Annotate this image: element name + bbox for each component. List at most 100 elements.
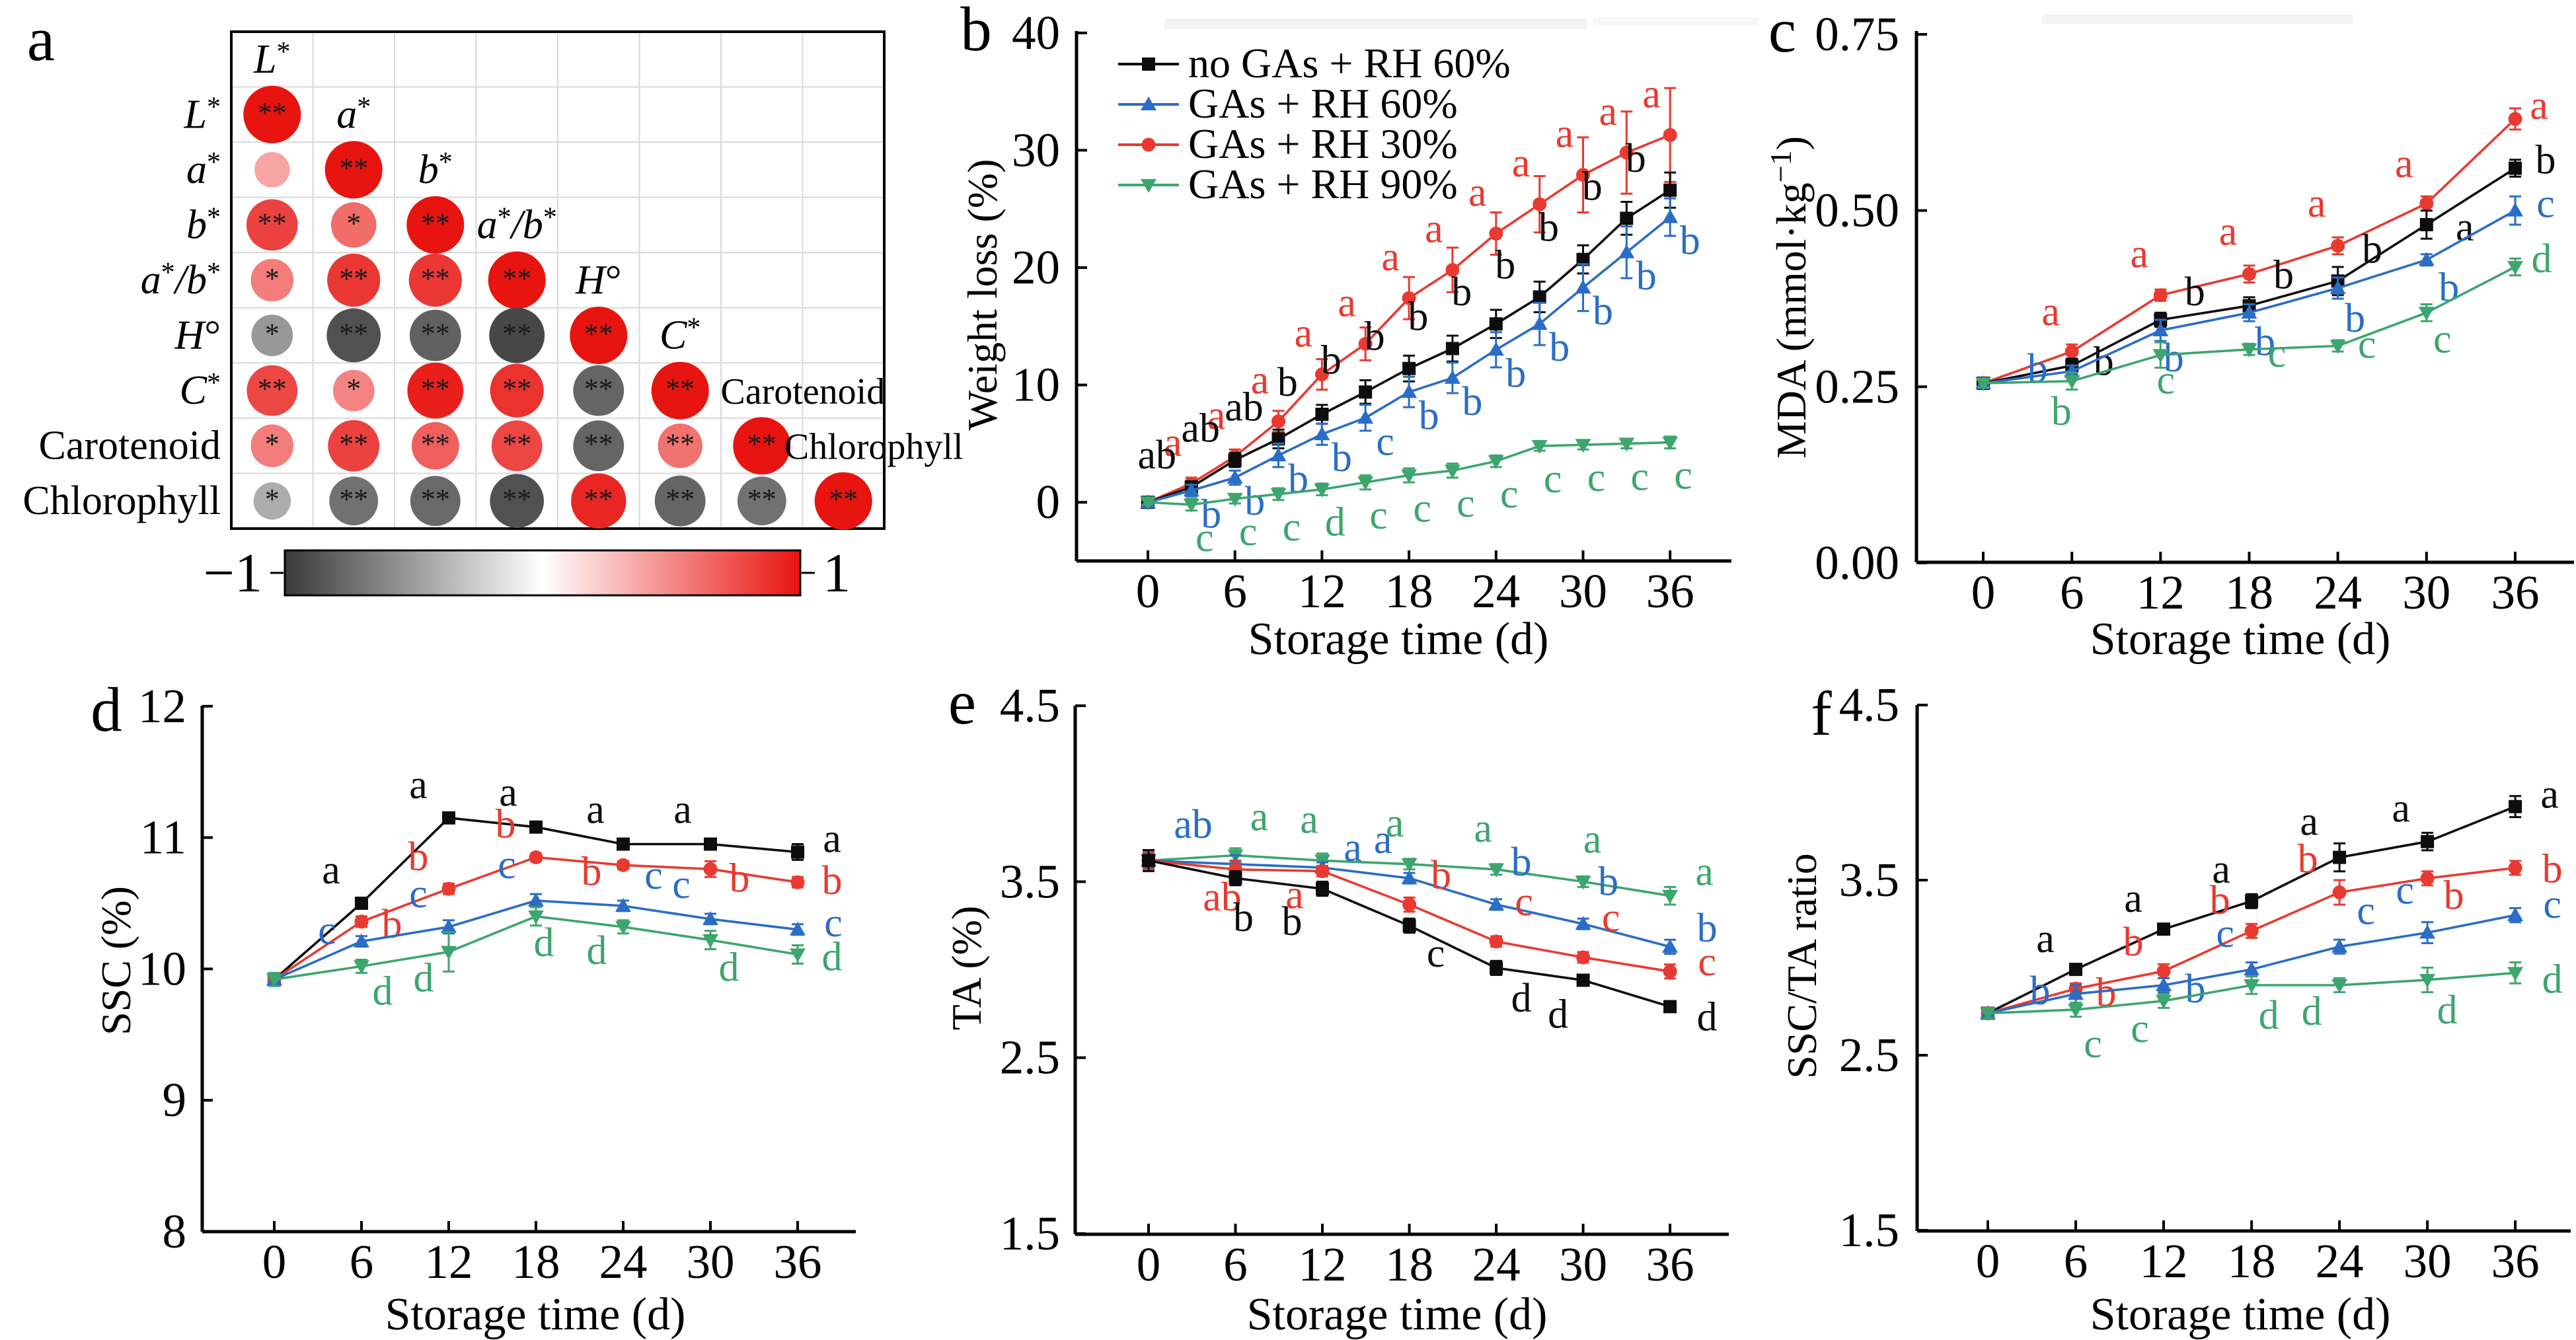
svg-text:GAs + RH 60%: GAs + RH 60%	[1188, 80, 1458, 127]
svg-text:**: **	[665, 483, 695, 515]
svg-text:c: c	[318, 909, 336, 953]
svg-text:Chlorophyll: Chlorophyll	[22, 478, 221, 523]
svg-text:*: *	[265, 262, 280, 295]
svg-text:b: b	[960, 0, 992, 64]
svg-text:0.50: 0.50	[1815, 184, 1899, 237]
svg-text:a: a	[409, 763, 428, 807]
svg-text:30: 30	[2402, 566, 2450, 619]
svg-text:6: 6	[350, 1235, 374, 1288]
svg-text:c: c	[2268, 331, 2287, 376]
svg-text:12: 12	[2140, 1234, 2188, 1288]
svg-text:d: d	[587, 928, 607, 973]
svg-text:a: a	[499, 770, 517, 815]
svg-text:1: 1	[823, 542, 851, 604]
svg-text:c: c	[1427, 931, 1445, 976]
svg-text:c: c	[2131, 1006, 2149, 1051]
svg-text:**: **	[421, 262, 450, 295]
svg-text:a: a	[1338, 280, 1356, 325]
svg-text:**: **	[584, 428, 613, 461]
svg-text:18: 18	[512, 1235, 560, 1288]
svg-text:H°: H°	[174, 313, 221, 358]
svg-text:Carotenoid: Carotenoid	[39, 424, 221, 468]
svg-text:ab: ab	[1174, 802, 1213, 847]
svg-text:c: c	[2396, 868, 2414, 913]
svg-text:b: b	[1593, 289, 1613, 334]
svg-text:b: b	[2542, 847, 2563, 892]
svg-text:**: **	[502, 373, 531, 405]
svg-text:b: b	[1511, 840, 1532, 885]
svg-text:b: b	[1495, 242, 1515, 287]
svg-text:b: b	[1244, 479, 1265, 524]
svg-text:d: d	[1511, 976, 1532, 1021]
svg-text:a: a	[2395, 141, 2413, 186]
svg-text:36: 36	[774, 1235, 822, 1288]
svg-text:**: **	[665, 373, 695, 405]
svg-text:MDA (mmol·kg−1): MDA (mmol·kg−1)	[1764, 136, 1815, 459]
svg-text:24: 24	[1472, 1238, 1521, 1291]
svg-text:c: c	[1587, 455, 1606, 500]
svg-text:36: 36	[2491, 1234, 2540, 1288]
svg-text:**: **	[339, 262, 368, 295]
svg-text:L*: L*	[253, 37, 290, 82]
svg-text:b: b	[1332, 435, 1352, 480]
svg-text:TA (%): TA (%)	[943, 906, 990, 1031]
svg-text:b: b	[1697, 906, 1718, 951]
svg-text:**: **	[421, 318, 450, 350]
svg-text:d: d	[414, 956, 434, 1001]
svg-text:b: b	[1201, 492, 1221, 537]
svg-text:6: 6	[2060, 566, 2084, 619]
svg-text:**: **	[421, 207, 450, 239]
svg-text:6: 6	[2064, 1234, 2088, 1288]
svg-text:c: c	[1544, 457, 1562, 502]
svg-text:C*: C*	[180, 368, 221, 413]
svg-text:c: c	[1515, 879, 1533, 924]
svg-text:a: a	[1381, 235, 1400, 279]
svg-text:b: b	[2094, 339, 2114, 384]
svg-text:a: a	[1468, 170, 1487, 215]
svg-text:b: b	[1626, 136, 1646, 181]
svg-text:c: c	[1631, 454, 1649, 499]
svg-text:24: 24	[599, 1235, 648, 1288]
svg-text:b: b	[408, 835, 429, 879]
svg-text:36: 36	[2491, 566, 2540, 619]
svg-text:11: 11	[140, 811, 186, 864]
svg-text:0: 0	[1136, 564, 1160, 618]
svg-text:30: 30	[1559, 564, 1607, 618]
svg-text:a*/b*: a*/b*	[477, 202, 557, 247]
svg-text:d: d	[2542, 957, 2563, 1002]
svg-text:**: **	[258, 207, 287, 239]
svg-text:a: a	[1344, 825, 1362, 870]
svg-text:b: b	[822, 858, 843, 903]
svg-text:a: a	[1583, 817, 1602, 862]
svg-text:b: b	[1408, 295, 1428, 340]
svg-text:**: **	[258, 373, 287, 405]
svg-text:a: a	[1599, 89, 1618, 134]
svg-text:d: d	[373, 969, 393, 1014]
svg-text:c: c	[2433, 316, 2452, 361]
svg-text:d: d	[2259, 993, 2279, 1038]
svg-text:a: a	[1474, 806, 1492, 851]
svg-text:b: b	[2185, 967, 2206, 1012]
svg-text:10: 10	[1012, 358, 1060, 412]
svg-text:b: b	[2439, 265, 2459, 310]
svg-text:a: a	[2540, 772, 2559, 817]
svg-text:Weight loss (%): Weight loss (%)	[959, 159, 1006, 431]
svg-text:12: 12	[2137, 566, 2185, 619]
svg-text:c: c	[2216, 911, 2234, 956]
svg-text:b: b	[1505, 351, 1526, 396]
svg-text:18: 18	[2225, 566, 2273, 619]
svg-text:c: c	[2543, 882, 2561, 927]
svg-text:a*/b*: a*/b*	[141, 258, 221, 303]
svg-text:40: 40	[1012, 6, 1060, 59]
svg-text:18: 18	[1385, 564, 1433, 618]
svg-text:24: 24	[1472, 564, 1520, 618]
svg-text:b*: b*	[186, 202, 221, 247]
svg-text:a: a	[1642, 71, 1661, 116]
svg-text:*: *	[346, 207, 361, 239]
svg-text:Storage time (d): Storage time (d)	[2090, 1289, 2391, 1340]
svg-text:1.5: 1.5	[1839, 1203, 1899, 1257]
svg-text:b: b	[2210, 878, 2230, 923]
svg-text:0: 0	[262, 1235, 287, 1288]
svg-text:8: 8	[163, 1205, 187, 1258]
svg-text:**: **	[747, 483, 777, 515]
